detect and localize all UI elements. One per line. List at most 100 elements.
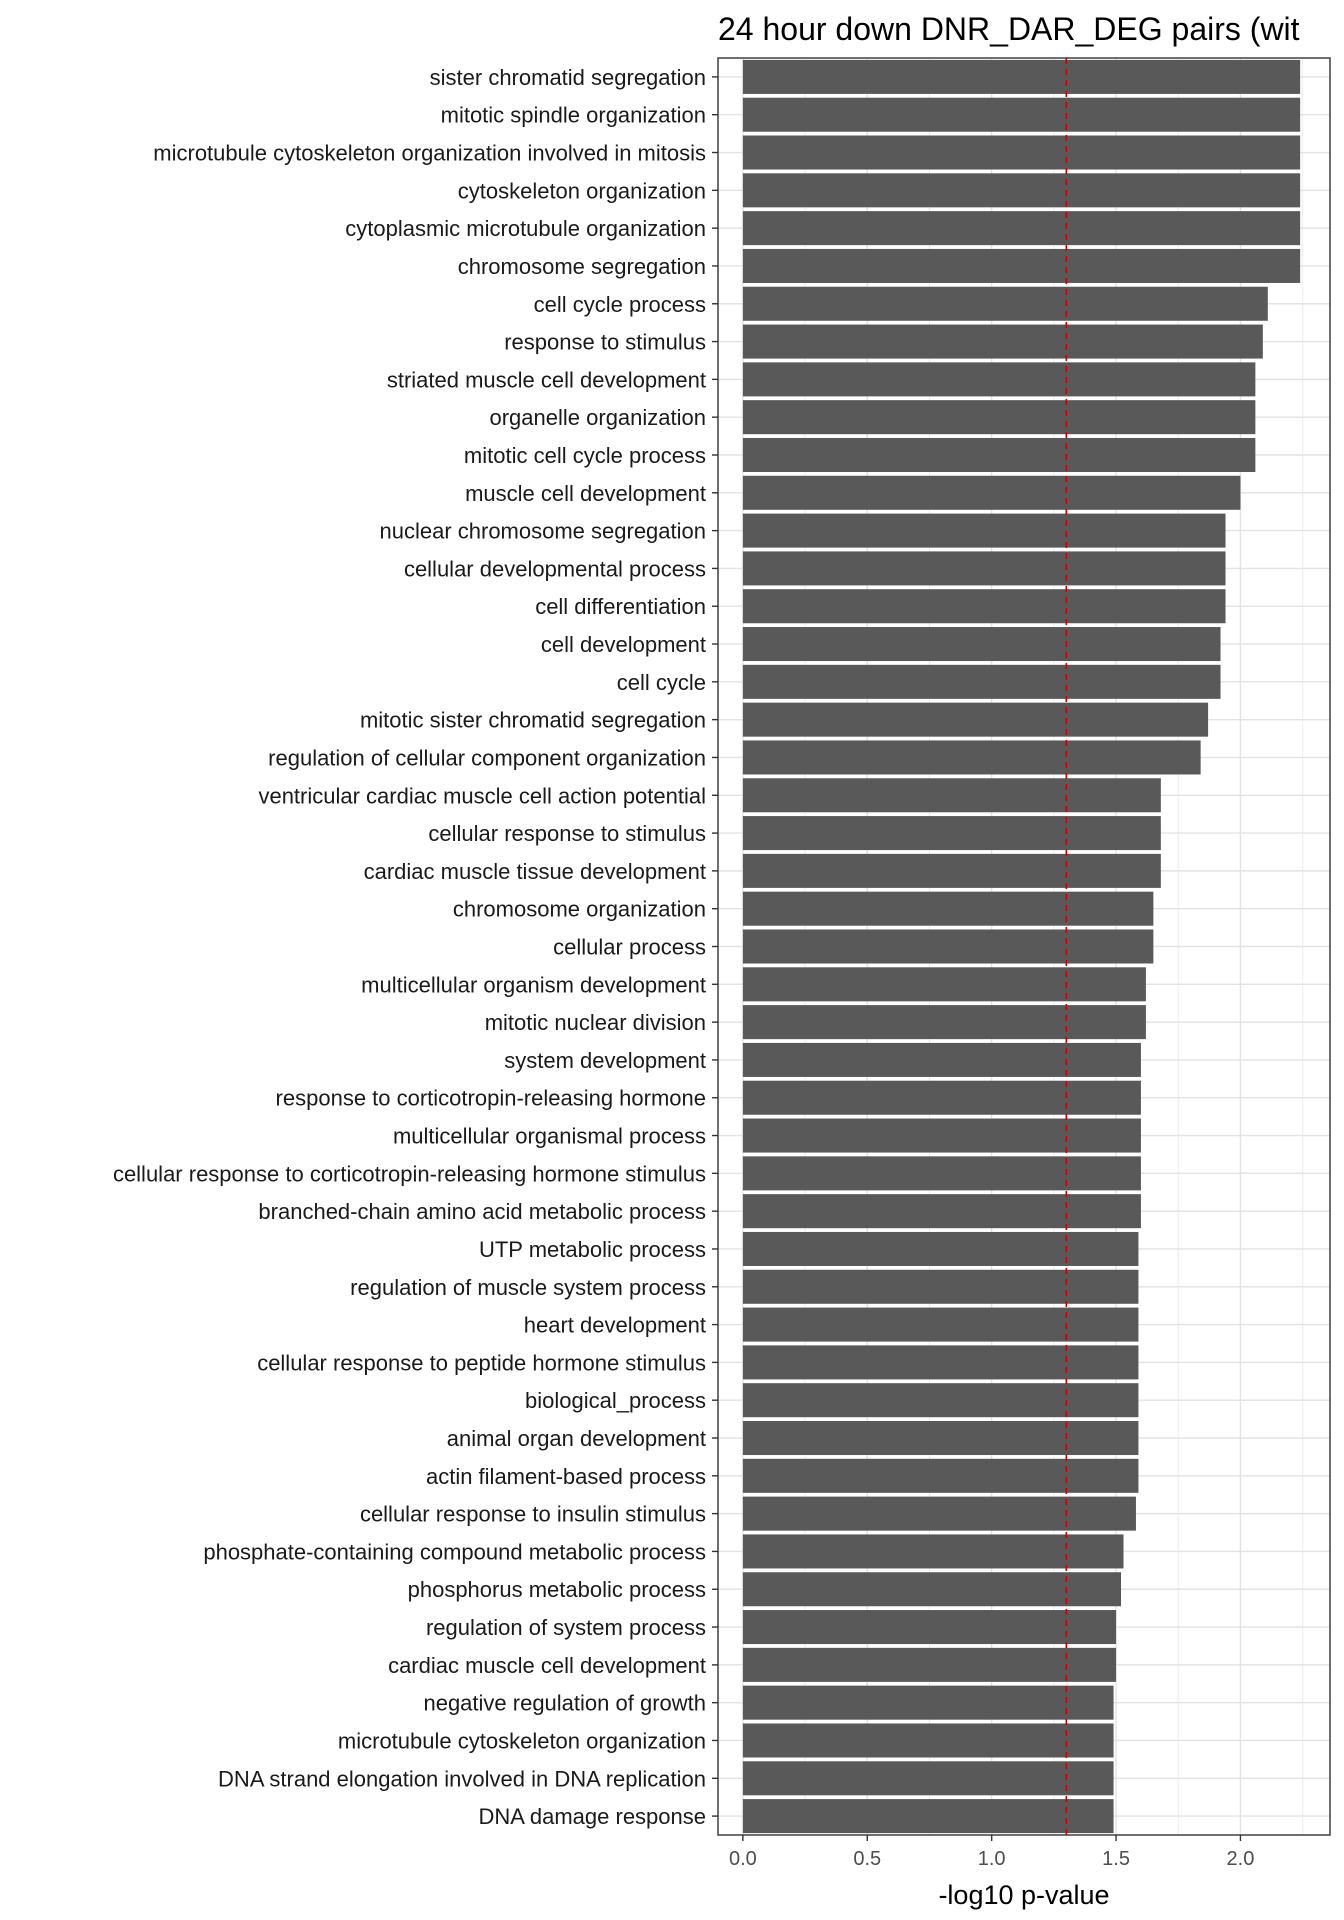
y-tick-label: DNA strand elongation involved in DNA re…: [218, 1766, 706, 1791]
bar: [742, 551, 1226, 586]
bar: [742, 1345, 1139, 1380]
chart-title: 24 hour down DNR_DAR_DEG pairs (wit: [718, 11, 1300, 47]
x-tick-label: 0.0: [729, 1848, 757, 1870]
y-tick-label: regulation of cellular component organiz…: [268, 745, 706, 770]
bar: [742, 1534, 1124, 1569]
bar: [742, 1307, 1139, 1342]
bar: [742, 589, 1226, 624]
y-tick-label: chromosome segregation: [458, 254, 706, 279]
x-tick-label: 2.0: [1227, 1848, 1255, 1870]
x-axis-ticks: 0.0 0.5 1.0 1.5 2.0: [729, 1835, 1254, 1870]
y-tick-label: muscle cell development: [465, 481, 706, 506]
bar: [742, 1269, 1139, 1304]
y-tick-label: cellular developmental process: [404, 556, 706, 581]
bar: [742, 1647, 1117, 1682]
x-tick-label: 1.0: [978, 1848, 1006, 1870]
y-tick-label: cytoplasmic microtubule organization: [345, 216, 706, 241]
y-tick-label: cell development: [541, 632, 706, 657]
bar: [742, 1761, 1114, 1796]
bar: [742, 1231, 1139, 1266]
bar: [742, 778, 1161, 813]
bar: [742, 664, 1221, 699]
y-tick-label: phosphorus metabolic process: [408, 1577, 706, 1602]
y-tick-label: mitotic spindle organization: [441, 103, 706, 128]
y-tick-label: striated muscle cell development: [387, 367, 706, 392]
bar: [742, 1005, 1146, 1040]
bar: [742, 248, 1301, 283]
bar: [742, 135, 1301, 170]
bar: [742, 97, 1301, 132]
y-tick-label: response to stimulus: [504, 330, 706, 355]
bar: [742, 627, 1221, 662]
y-tick-label: cell differentiation: [535, 594, 706, 619]
y-tick-label: cardiac muscle cell development: [388, 1653, 706, 1678]
bar: [742, 1383, 1139, 1418]
bar: [742, 211, 1301, 246]
x-tick-label: 1.5: [1102, 1848, 1130, 1870]
y-tick-label: cellular process: [553, 935, 706, 960]
bar: [742, 475, 1241, 510]
y-tick-label: mitotic nuclear division: [485, 1010, 706, 1035]
bar: [742, 1610, 1117, 1645]
y-tick-label: microtubule cytoskeleton organization in…: [153, 141, 706, 166]
y-tick-label: system development: [504, 1048, 706, 1073]
bar: [742, 1458, 1139, 1493]
y-tick-label: sister chromatid segregation: [430, 65, 706, 90]
bar: [742, 1118, 1141, 1153]
bar: [742, 1156, 1141, 1191]
bar: [742, 1420, 1139, 1456]
bar: [742, 1042, 1141, 1077]
bar: [742, 362, 1256, 397]
y-tick-label: UTP metabolic process: [479, 1237, 706, 1262]
bar: [742, 816, 1161, 851]
x-axis-title: -log10 p-value: [938, 1880, 1109, 1910]
y-tick-label: cell cycle: [617, 670, 706, 695]
y-tick-label: negative regulation of growth: [423, 1691, 706, 1716]
y-tick-label: nuclear chromosome segregation: [379, 519, 706, 544]
bar: [742, 437, 1256, 473]
bar: [742, 1194, 1141, 1229]
bar: [742, 891, 1154, 926]
y-tick-label: branched-chain amino acid metabolic proc…: [258, 1199, 706, 1224]
bar: [742, 702, 1209, 737]
y-tick-label: biological_process: [525, 1388, 706, 1413]
y-tick-label: cardiac muscle tissue development: [364, 859, 706, 884]
y-tick-label: microtubule cytoskeleton organization: [338, 1728, 706, 1753]
y-tick-label: ventricular cardiac muscle cell action p…: [258, 783, 706, 808]
bar: [742, 286, 1268, 321]
bar: [742, 967, 1146, 1002]
y-tick-label: DNA damage response: [479, 1804, 706, 1829]
bar: [742, 513, 1226, 548]
bar: [742, 1685, 1114, 1720]
bar: [742, 59, 1301, 94]
y-tick-label: cellular response to corticotropin-relea…: [113, 1161, 706, 1186]
bar: [742, 1496, 1136, 1531]
x-tick-label: 0.5: [853, 1848, 881, 1870]
y-tick-label: multicellular organism development: [361, 972, 706, 997]
y-tick-label: cellular response to peptide hormone sti…: [257, 1350, 706, 1375]
y-tick-label: organelle organization: [490, 405, 707, 430]
bar: [742, 400, 1256, 435]
y-tick-label: response to corticotropin-releasing horm…: [276, 1086, 706, 1111]
y-tick-label: animal organ development: [447, 1426, 706, 1451]
bar: [742, 1723, 1114, 1758]
y-tick-label: heart development: [524, 1313, 706, 1338]
y-tick-label: cytoskeleton organization: [458, 178, 706, 203]
y-tick-label: cellular response to stimulus: [428, 821, 706, 846]
bar: [742, 853, 1161, 888]
y-axis-labels: sister chromatid segregation mitotic spin…: [113, 65, 718, 1829]
y-tick-label: actin filament-based process: [426, 1464, 706, 1489]
bar: [742, 1799, 1114, 1834]
y-tick-label: regulation of muscle system process: [350, 1275, 706, 1300]
y-tick-label: multicellular organismal process: [393, 1124, 706, 1149]
y-tick-label: regulation of system process: [426, 1615, 706, 1640]
bar: [742, 173, 1301, 208]
y-tick-label: phosphate-containing compound metabolic …: [203, 1539, 706, 1564]
y-tick-label: cell cycle process: [534, 292, 706, 317]
bar: [742, 1572, 1122, 1607]
y-tick-label: mitotic sister chromatid segregation: [360, 708, 706, 733]
y-tick-label: chromosome organization: [453, 897, 706, 922]
bar: [742, 740, 1201, 775]
bar: [742, 929, 1154, 964]
